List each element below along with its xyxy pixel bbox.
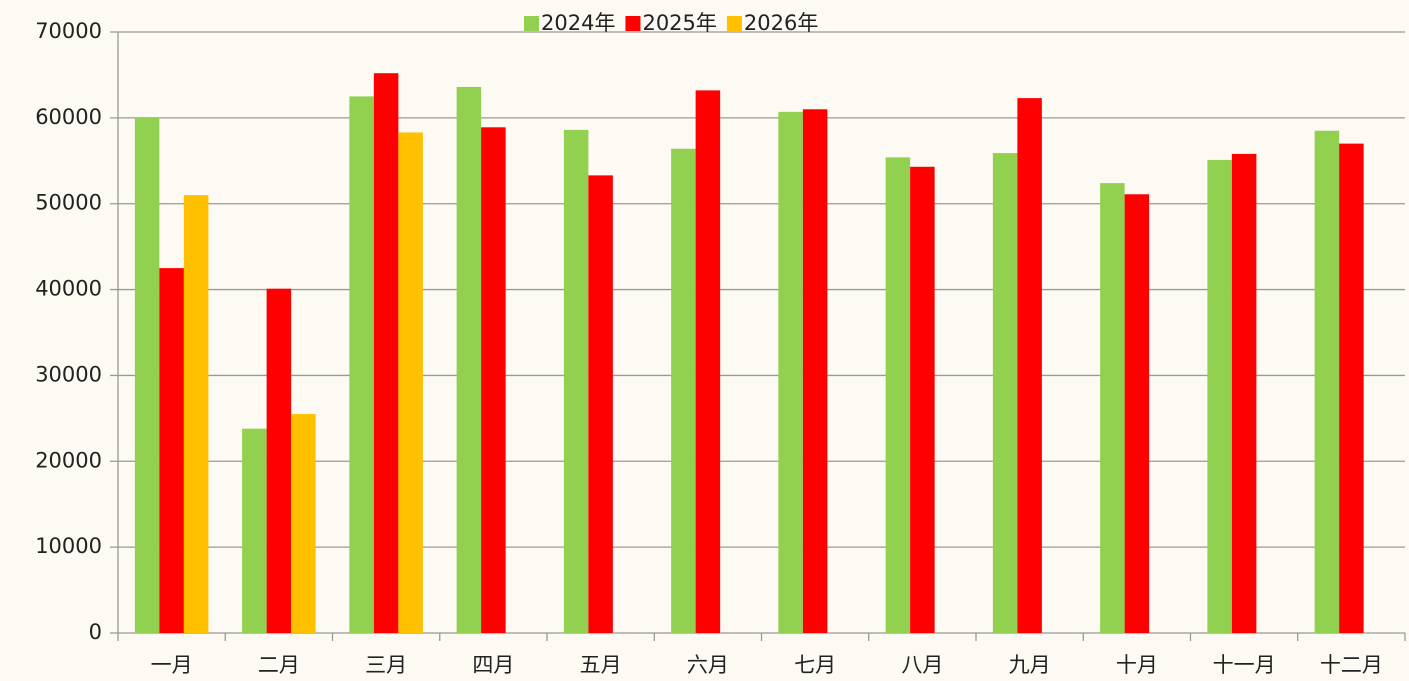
bar — [291, 414, 316, 633]
bar — [456, 86, 482, 634]
y-tick-label: 60000 — [35, 105, 102, 129]
legend-label: 2024年 — [541, 11, 615, 35]
bar — [1314, 130, 1340, 633]
bar — [1339, 143, 1364, 633]
bar — [159, 268, 184, 633]
bar — [1231, 153, 1257, 633]
x-tick-label: 二月 — [258, 653, 300, 677]
bar — [266, 288, 292, 633]
bar — [910, 166, 935, 633]
x-tick-label: 十二月 — [1320, 653, 1383, 677]
bar — [802, 109, 828, 634]
y-tick-label: 40000 — [35, 277, 102, 301]
bar — [671, 148, 696, 633]
y-tick-label: 50000 — [35, 191, 102, 215]
bar — [242, 428, 267, 633]
y-tick-label: 20000 — [35, 448, 102, 472]
legend-label: 2026年 — [744, 11, 818, 35]
bar — [1017, 98, 1042, 634]
y-tick-label: 70000 — [35, 19, 102, 43]
x-tick-label: 三月 — [365, 653, 407, 677]
bar — [778, 111, 803, 633]
y-tick-label: 0 — [89, 620, 102, 644]
legend-swatch — [726, 16, 742, 31]
bar — [588, 175, 613, 634]
bar — [398, 132, 423, 633]
x-tick-label: 四月 — [472, 653, 514, 677]
bar — [481, 127, 506, 634]
x-tick-label: 十月 — [1116, 653, 1158, 677]
bar — [373, 73, 399, 633]
bar — [695, 90, 721, 633]
bar — [1100, 183, 1125, 633]
legend-swatch — [524, 16, 539, 31]
bar — [349, 96, 374, 633]
y-tick-label: 30000 — [35, 362, 102, 386]
x-tick-label: 八月 — [901, 653, 943, 677]
x-tick-label: 九月 — [1009, 653, 1051, 677]
bar — [885, 157, 911, 633]
x-tick-label: 十一月 — [1213, 653, 1276, 677]
x-tick-label: 六月 — [687, 653, 729, 677]
x-tick-label: 七月 — [794, 653, 836, 677]
y-tick-label: 10000 — [35, 534, 102, 558]
x-tick-label: 五月 — [580, 653, 622, 677]
x-tick-label: 一月 — [151, 653, 193, 677]
bar — [1207, 159, 1232, 634]
legend-label: 2025年 — [642, 11, 716, 35]
bar — [134, 117, 160, 634]
bar — [183, 195, 209, 633]
bar — [563, 129, 589, 633]
bar — [992, 153, 1018, 633]
bar — [1124, 194, 1150, 633]
legend-swatch — [625, 16, 641, 31]
